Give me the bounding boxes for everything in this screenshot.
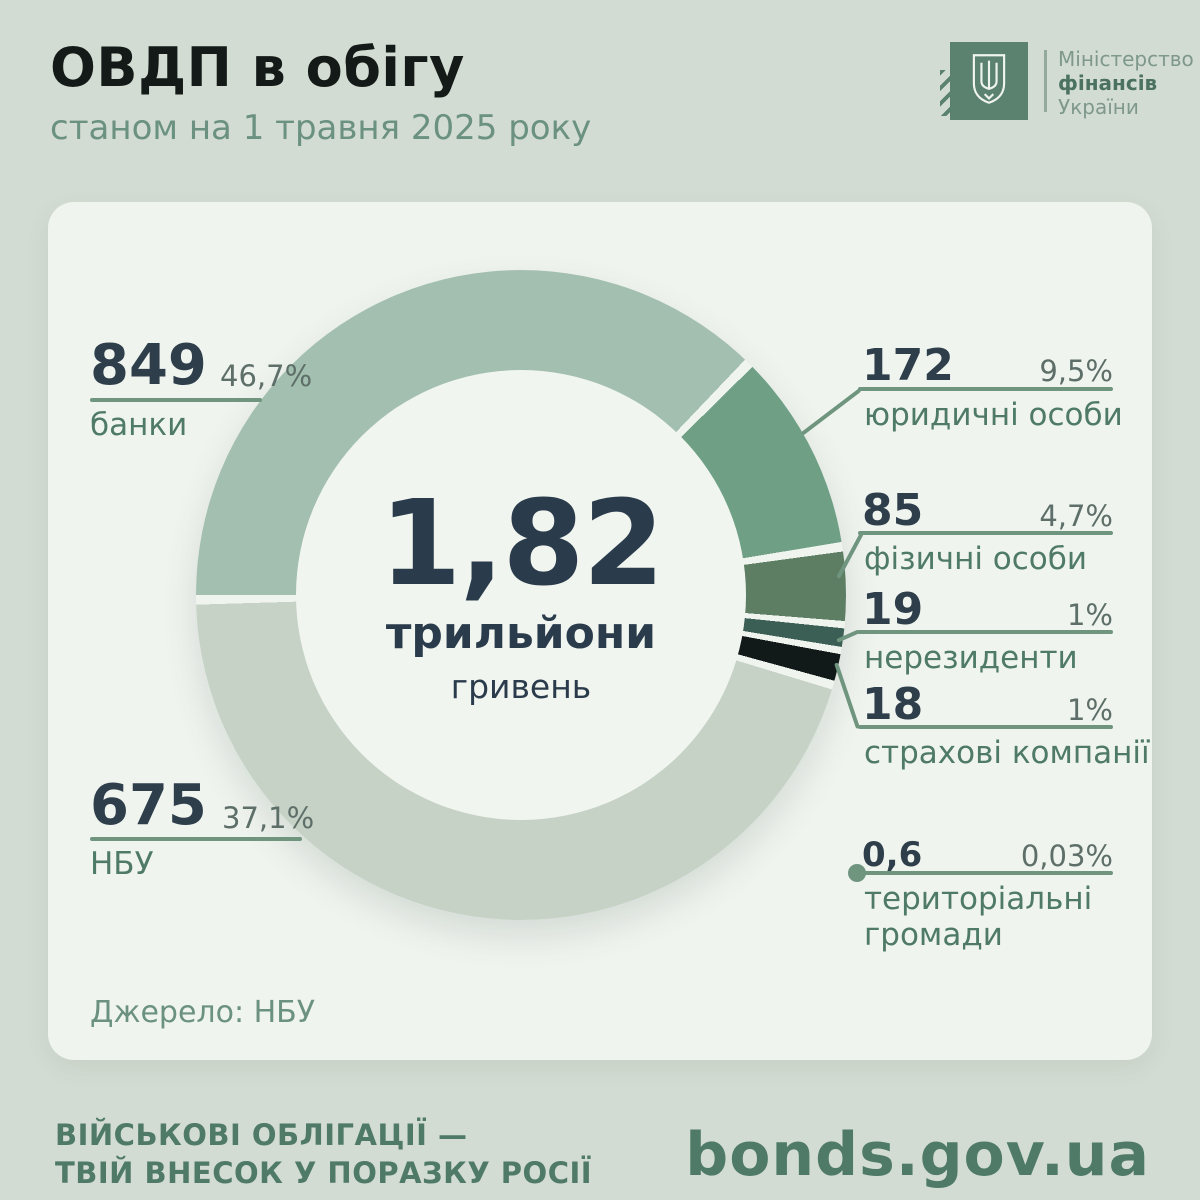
banks-percent: 46,7%: [220, 359, 313, 393]
nonresidents-leader-line: [857, 630, 1113, 634]
legal-entities-label: юридичні особи: [864, 397, 1123, 433]
individuals-label: фізичні особи: [864, 541, 1088, 577]
communities-value: 0,6: [862, 835, 923, 875]
individuals-leader-line: [858, 531, 1113, 535]
page-title: ОВДП в обігу: [50, 36, 465, 99]
nbu-leader-line: [90, 837, 302, 841]
nonresidents-percent: 1%: [1066, 598, 1113, 632]
total-unit: трильйони: [385, 608, 657, 659]
total-sub-unit: гривень: [450, 667, 592, 706]
communities-label: територіальні громади: [864, 881, 1093, 953]
ministry-name-line2: фінансів: [1058, 71, 1158, 95]
nonresidents-label: нерезиденти: [864, 640, 1078, 676]
banks-label: банки: [90, 407, 188, 443]
ministry-name-line1: Міністерство: [1058, 47, 1194, 71]
footer-slogan: ВІЙСЬКОВІ ОБЛІГАЦІЇ — ТВІЙ ВНЕСОК У ПОРА…: [55, 1116, 592, 1192]
source-note: Джерело: НБУ: [90, 995, 316, 1030]
legal-entities-value: 172: [862, 340, 954, 391]
ministry-name-line3: України: [1058, 95, 1139, 119]
nonresidents-value: 19: [862, 584, 924, 635]
trident-shield-icon: [967, 52, 1011, 110]
individuals-percent: 4,7%: [1039, 499, 1113, 533]
donut-center: 1,82 трильйони гривень: [296, 370, 746, 820]
legal-entities-leader-line: [858, 387, 1113, 391]
insurance-value: 18: [862, 679, 924, 730]
communities-leader-line: [857, 871, 1113, 875]
logo-divider: [1044, 50, 1047, 112]
banks-leader-line: [90, 398, 262, 402]
nbu-label: НБУ: [90, 846, 154, 882]
communities-percent: 0,03%: [1020, 839, 1113, 873]
insurance-percent: 1%: [1066, 693, 1113, 727]
footer-url: bonds.gov.ua: [685, 1120, 1150, 1190]
banks-value: 849: [90, 333, 207, 398]
legal-entities-percent: 9,5%: [1039, 354, 1113, 388]
footer-slogan-line2: ТВІЙ ВНЕСОК У ПОРАЗКУ РОСІЇ: [55, 1156, 593, 1190]
nbu-percent: 37,1%: [222, 801, 315, 835]
ministry-logo: [950, 42, 1028, 120]
insurance-label: страхові компанії: [864, 735, 1150, 771]
page-subtitle: станом на 1 травня 2025 року: [50, 108, 592, 148]
total-value: 1,82: [379, 474, 664, 612]
nbu-value: 675: [90, 773, 207, 838]
footer-slogan-line1: ВІЙСЬКОВІ ОБЛІГАЦІЇ —: [55, 1118, 468, 1152]
insurance-leader-line: [858, 725, 1113, 729]
ministry-name: Міністерство фінансів України: [1058, 47, 1194, 119]
individuals-value: 85: [862, 485, 924, 536]
